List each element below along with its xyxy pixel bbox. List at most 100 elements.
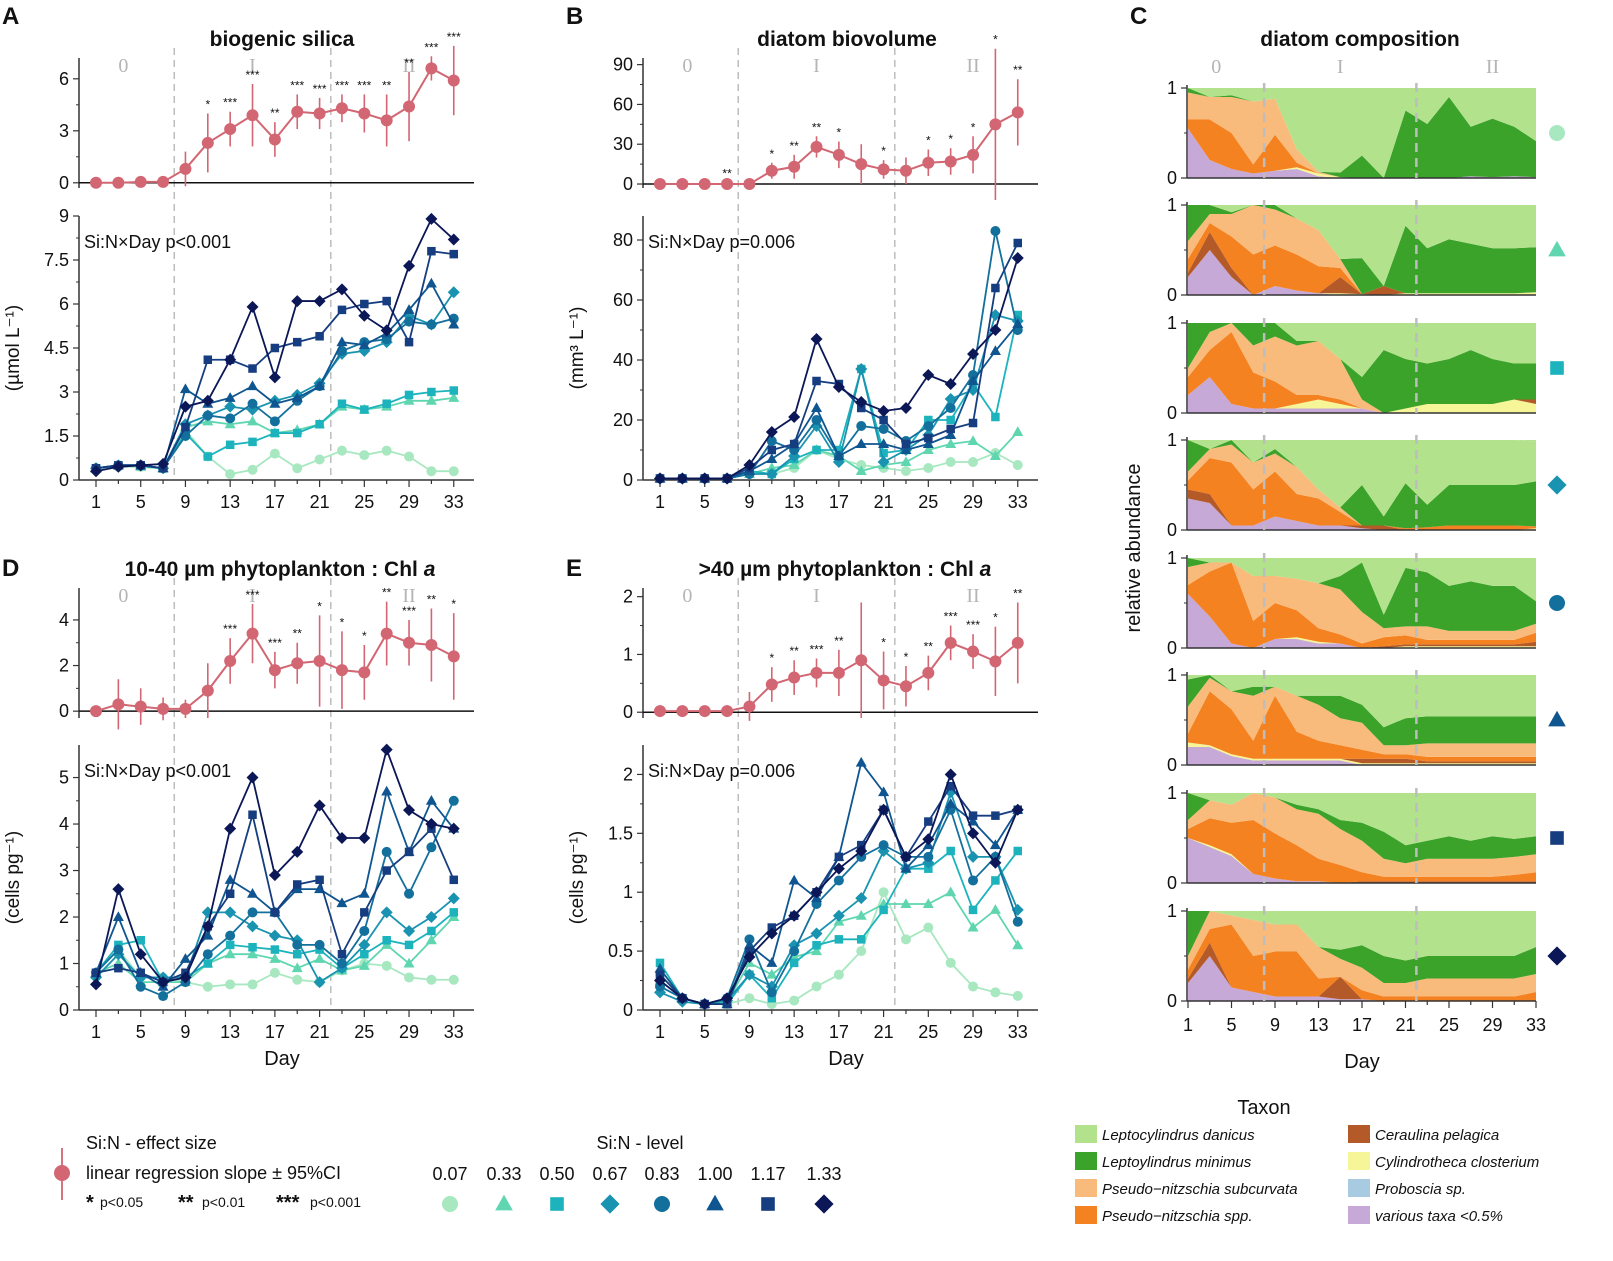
effect-ytick-label: 3: [59, 121, 69, 141]
effect-point: [944, 155, 957, 168]
levels-ytick-label: 1.5: [44, 426, 69, 446]
area-leptocylindrus-danicus: [1188, 323, 1536, 377]
series-point-0.50: [767, 993, 777, 1003]
series-point-1.00: [179, 383, 191, 394]
series-point-0.07: [448, 466, 459, 477]
taxon-swatch: [1075, 1206, 1097, 1224]
series-point-1.33: [358, 831, 371, 844]
phase-label: I: [249, 585, 256, 607]
series-point-0.07: [900, 934, 911, 945]
series-point-1.00: [855, 756, 867, 767]
series-point-0.33: [945, 438, 957, 448]
series-point-0.07: [269, 967, 280, 978]
day-tick-label: 33: [1008, 492, 1028, 512]
panel-title-B: diatom biovolume: [757, 28, 937, 51]
level-legend-label: 0.67: [592, 1164, 627, 1184]
area-leptocylindrus-danicus: [1188, 440, 1536, 517]
series-point-1.33: [944, 378, 957, 390]
series-point-1.00: [247, 888, 259, 898]
series-point-0.07: [856, 460, 867, 470]
sig-label: p<0.001: [310, 1194, 361, 1210]
series-point-0.67: [967, 850, 980, 863]
significance-label: *: [926, 134, 931, 148]
series-point-1.33: [112, 460, 125, 473]
levels-ytick-label: 1: [623, 882, 633, 902]
area-pseudo-nitzschia-subcurvata: [1188, 793, 1536, 877]
series-point-1.33: [698, 998, 711, 1011]
significance-label: *: [451, 597, 456, 611]
effect-point: [157, 702, 170, 715]
significance-label: **: [404, 56, 414, 70]
series-point-1.00: [1012, 318, 1024, 328]
ytick-label: 1: [1167, 313, 1177, 333]
level-legend-marker: [495, 1194, 513, 1211]
area-various-taxa-: [1188, 250, 1536, 295]
day-tick-label: 33: [1526, 1015, 1546, 1035]
area-leptocylindrus-danicus: [1188, 675, 1536, 728]
series-point-0.07: [811, 981, 822, 992]
significance-label: **: [1013, 63, 1023, 77]
effect-ytick-label: 90: [613, 55, 633, 75]
series-point-1.17: [991, 811, 1000, 820]
series-point-1.33: [877, 803, 890, 816]
level-marker-0.50: [1550, 361, 1564, 375]
taxon-legend-label: Cylindrotheca closterium: [1375, 1154, 1539, 1171]
effect-point: [877, 163, 890, 176]
series-point-1.17: [968, 418, 978, 428]
series-point-0.07: [448, 974, 459, 985]
effect-point: [654, 705, 666, 718]
series-point-0.50: [248, 437, 257, 447]
day-tick-label: 17: [265, 492, 285, 512]
series-point-0.33: [247, 948, 259, 959]
series-point-0.33: [448, 392, 460, 402]
significance-label: **: [924, 640, 934, 654]
series-point-1.00: [900, 444, 912, 454]
series-point-1.00: [358, 339, 370, 350]
day-tick-label: 25: [354, 492, 374, 512]
area-ceratulina-pelagica: [1188, 742, 1536, 764]
series-point-0.83: [766, 987, 777, 998]
area-leptocylindrus-danicus: [1188, 793, 1536, 846]
effect-point: [989, 118, 1002, 131]
levels-ytick-label: 2: [623, 764, 633, 784]
effect-point: [698, 705, 711, 718]
series-point-0.83: [225, 413, 236, 424]
effect-point: [179, 162, 192, 175]
series-point-0.83: [811, 415, 822, 425]
phase-label: II: [402, 55, 415, 77]
series-point-0.07: [878, 887, 889, 898]
ytick-label: 1: [1167, 901, 1177, 921]
significance-label: **: [270, 106, 280, 120]
series-point-0.33: [766, 462, 778, 472]
series-point-1.33: [112, 883, 125, 896]
series-point-0.83: [744, 934, 755, 945]
level-legend-marker: [550, 1197, 564, 1211]
day-tick-label: 29: [1482, 1015, 1502, 1035]
significance-label: *: [769, 651, 774, 665]
series-point-0.83: [314, 939, 325, 950]
series-point-1.33: [1011, 252, 1024, 264]
levels-ytick-label: 2: [59, 907, 69, 927]
series-point-1.33: [989, 856, 1002, 869]
composition-subplot-0.33: 01: [1167, 195, 1566, 305]
area-leptoylindrus-minimus: [1188, 558, 1536, 631]
day-tick-label: 9: [180, 492, 190, 512]
series-point-0.83: [990, 226, 1001, 236]
effect-point: [967, 645, 980, 658]
effect-point: [989, 655, 1002, 668]
taxon-swatch: [1348, 1179, 1370, 1197]
series-point-1.33: [447, 822, 460, 835]
levels-ytick-label: 0: [623, 470, 633, 490]
significance-label: ***: [944, 610, 958, 624]
series-point-1.33: [246, 771, 259, 784]
series-point-1.17: [382, 866, 391, 875]
series-point-0.33: [766, 968, 778, 979]
series-point-1.17: [337, 949, 347, 959]
significance-label: ***: [447, 30, 461, 44]
series-point-0.07: [336, 445, 347, 456]
effect-point: [1011, 106, 1024, 119]
series-point-0.83: [113, 944, 124, 955]
series-point-1.17: [946, 424, 955, 434]
level-legend-label: 0.50: [539, 1164, 574, 1184]
series-point-0.07: [381, 445, 392, 456]
